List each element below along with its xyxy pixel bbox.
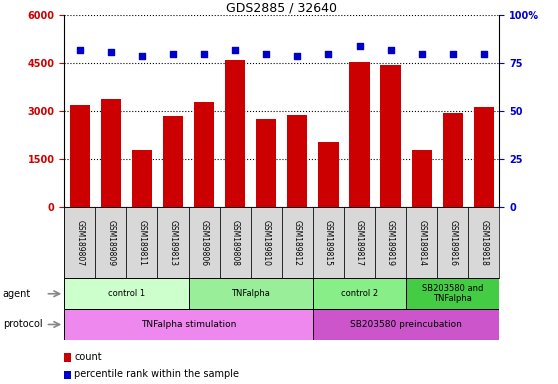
Text: GSM189813: GSM189813: [169, 220, 177, 266]
Point: [262, 51, 271, 57]
Bar: [313, 278, 406, 309]
Bar: [349, 62, 369, 207]
Bar: [381, 65, 401, 207]
Bar: [189, 278, 313, 309]
Bar: [282, 207, 313, 278]
Bar: [406, 207, 437, 278]
Text: GSM189810: GSM189810: [262, 220, 271, 266]
Point: [293, 53, 302, 59]
Point: [200, 51, 209, 57]
Text: control 2: control 2: [341, 289, 378, 298]
Bar: [100, 99, 121, 207]
Bar: [220, 207, 251, 278]
Bar: [132, 150, 152, 207]
Point: [75, 47, 84, 53]
Text: percentile rank within the sample: percentile rank within the sample: [74, 369, 239, 379]
Text: GSM189817: GSM189817: [355, 220, 364, 266]
Text: TNFalpha: TNFalpha: [231, 289, 270, 298]
Bar: [64, 278, 189, 309]
Text: protocol: protocol: [3, 319, 42, 329]
Text: GSM189814: GSM189814: [417, 220, 426, 266]
Text: GSM189809: GSM189809: [107, 220, 116, 266]
Text: SB203580 preincubation: SB203580 preincubation: [350, 320, 462, 329]
Bar: [375, 207, 406, 278]
Bar: [95, 207, 126, 278]
Text: GSM189816: GSM189816: [448, 220, 457, 266]
Bar: [194, 102, 214, 207]
Point: [324, 51, 333, 57]
Text: GSM189815: GSM189815: [324, 220, 333, 266]
Text: control 1: control 1: [108, 289, 145, 298]
Bar: [126, 207, 157, 278]
Bar: [474, 107, 494, 207]
Point: [169, 51, 177, 57]
Point: [479, 51, 488, 57]
Bar: [64, 207, 95, 278]
Text: TNFalpha stimulation: TNFalpha stimulation: [141, 320, 236, 329]
Bar: [468, 207, 499, 278]
Point: [355, 43, 364, 49]
Text: count: count: [74, 352, 102, 362]
Bar: [225, 60, 246, 207]
Bar: [287, 114, 307, 207]
Point: [137, 53, 146, 59]
Bar: [189, 207, 220, 278]
Bar: [318, 142, 339, 207]
Text: GSM189818: GSM189818: [479, 220, 488, 266]
Bar: [313, 207, 344, 278]
Bar: [313, 309, 499, 340]
Text: GSM189812: GSM189812: [293, 220, 302, 266]
Bar: [70, 105, 90, 207]
Point: [107, 49, 116, 55]
Bar: [163, 116, 183, 207]
Bar: [412, 150, 432, 207]
Bar: [64, 309, 313, 340]
Bar: [437, 207, 468, 278]
Text: GSM189806: GSM189806: [200, 220, 209, 266]
Title: GDS2885 / 32640: GDS2885 / 32640: [227, 1, 337, 14]
Text: GSM189807: GSM189807: [75, 220, 84, 266]
Point: [417, 51, 426, 57]
Point: [386, 47, 395, 53]
Text: agent: agent: [3, 289, 31, 299]
Bar: [256, 119, 276, 207]
Bar: [406, 278, 499, 309]
Point: [448, 51, 457, 57]
Text: GSM189819: GSM189819: [386, 220, 395, 266]
Point: [230, 47, 239, 53]
Bar: [442, 113, 463, 207]
Text: SB203580 and
TNFalpha: SB203580 and TNFalpha: [422, 284, 483, 303]
Bar: [251, 207, 282, 278]
Bar: [157, 207, 189, 278]
Text: GSM189808: GSM189808: [230, 220, 239, 266]
Bar: [344, 207, 375, 278]
Text: GSM189811: GSM189811: [137, 220, 146, 266]
